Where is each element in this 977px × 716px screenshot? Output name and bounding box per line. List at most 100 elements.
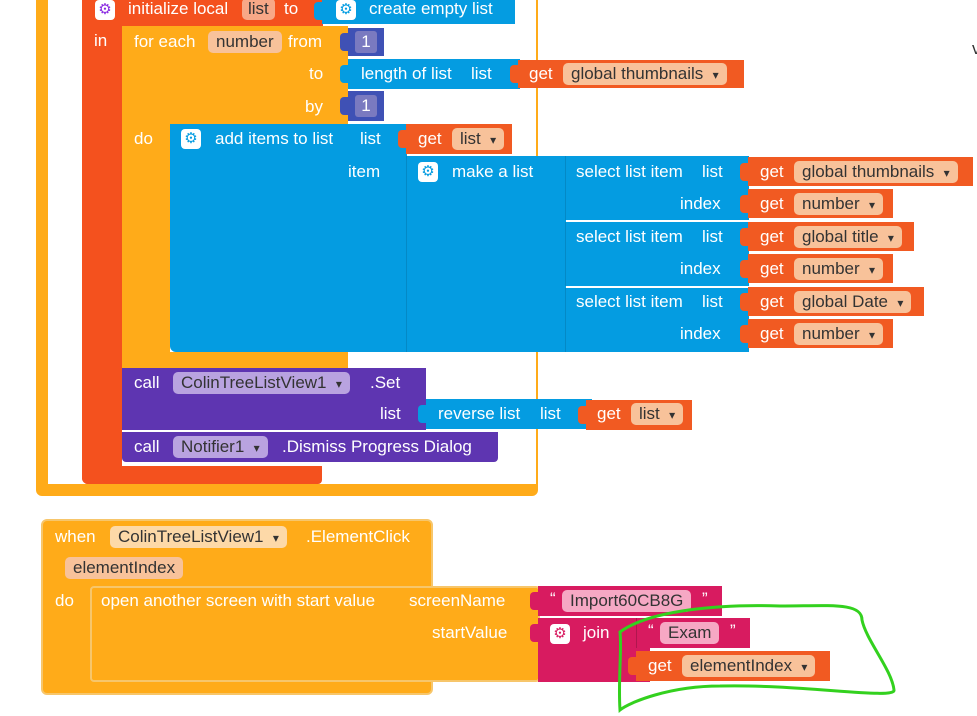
gear-icon[interactable]: ⚙ xyxy=(336,0,356,20)
set-label: .Set xyxy=(370,373,401,392)
when-label: when xyxy=(55,527,96,546)
for-each-label: for each xyxy=(134,32,196,51)
loop-var-name[interactable]: number xyxy=(208,31,282,53)
get-label: get xyxy=(760,292,784,311)
get-label: get xyxy=(760,227,784,246)
for-each-footer xyxy=(122,352,348,368)
socket-connector xyxy=(740,228,748,246)
add-items-to-list-block[interactable] xyxy=(170,124,407,352)
socket-connector xyxy=(340,65,348,83)
socket-connector xyxy=(530,592,538,610)
index-label: index xyxy=(680,259,721,278)
join-label: join xyxy=(583,623,610,642)
initialize-local-footer xyxy=(82,466,322,484)
gear-icon[interactable]: ⚙ xyxy=(95,0,115,20)
number-dropdown[interactable]: number xyxy=(794,323,883,345)
event-name-label: .ElementClick xyxy=(306,527,410,546)
initialize-local-body[interactable] xyxy=(82,0,122,484)
socket-connector xyxy=(740,163,748,181)
select-list-socket-label: list xyxy=(702,227,723,246)
get-label: get xyxy=(760,194,784,213)
open-quote-icon: “ xyxy=(648,621,654,640)
list-socket-label: list xyxy=(471,64,492,83)
screen-name-label: screenName xyxy=(409,591,506,610)
to-label: to xyxy=(284,0,299,18)
screen-name-value[interactable]: Import60CB8G xyxy=(562,590,692,612)
gear-icon[interactable]: ⚙ xyxy=(418,162,438,182)
global-title-dropdown[interactable]: global title xyxy=(794,226,902,248)
select-list-socket-label: list xyxy=(702,162,723,181)
element-index-dropdown[interactable]: elementIndex xyxy=(682,655,816,677)
socket-connector xyxy=(418,405,426,423)
initialize-local-label: initialize local xyxy=(128,0,229,18)
select-list-item-block-3[interactable] xyxy=(565,288,749,352)
select-list-item-label: select list item xyxy=(576,162,683,181)
close-quote-icon: ” xyxy=(730,621,736,640)
make-a-list-block[interactable] xyxy=(406,156,566,352)
get-label-3: get xyxy=(597,404,621,423)
get-label: get xyxy=(760,324,784,343)
index-label: index xyxy=(680,194,721,213)
do-label-2: do xyxy=(55,591,74,610)
get-label-2: get xyxy=(418,129,442,148)
notifier-dropdown[interactable]: Notifier1 xyxy=(173,436,268,458)
socket-connector xyxy=(510,65,518,83)
call-label-2: call xyxy=(134,437,160,456)
select-list-socket-label: list xyxy=(702,292,723,311)
select-list-item-block-1[interactable] xyxy=(565,156,749,220)
in-label: in xyxy=(94,31,108,50)
add-items-list-header xyxy=(170,124,396,154)
get-list-dropdown-2[interactable]: list xyxy=(631,403,684,425)
by-value[interactable]: 1 xyxy=(355,95,377,117)
component-dropdown[interactable]: ColinTreeListView1 xyxy=(173,372,350,394)
select-list-item-label: select list item xyxy=(576,292,683,311)
global-thumbnails-dropdown[interactable]: global thumbnails xyxy=(563,63,727,85)
select-list-item-block-2[interactable] xyxy=(565,222,749,286)
call-label: call xyxy=(134,373,160,392)
length-of-list-label: length of list xyxy=(361,64,452,83)
get-list-dropdown[interactable]: list xyxy=(452,128,505,150)
do-label: do xyxy=(134,129,153,148)
close-quote-icon: ” xyxy=(702,589,708,608)
get-label: get xyxy=(760,162,784,181)
gear-icon[interactable]: ⚙ xyxy=(550,624,570,644)
add-items-to-list-label: add items to list xyxy=(215,129,334,148)
socket-connector xyxy=(740,260,748,278)
from-value[interactable]: 1 xyxy=(355,31,377,53)
select-list-item-label: select list item xyxy=(576,227,683,246)
global-date-dropdown[interactable]: global Date xyxy=(794,291,912,313)
green-annotation-scribble xyxy=(617,604,896,713)
gear-icon[interactable]: ⚙ xyxy=(181,129,201,149)
from-label: from xyxy=(288,32,322,51)
reverse-list-block[interactable] xyxy=(426,399,592,429)
get-label-4: get xyxy=(648,656,672,675)
socket-connector xyxy=(340,33,348,51)
item-label: item xyxy=(348,162,381,181)
socket-connector xyxy=(578,406,586,424)
event-param[interactable]: elementIndex xyxy=(65,557,184,579)
index-label: index xyxy=(680,324,721,343)
get-label: get xyxy=(760,259,784,278)
make-a-list-label: make a list xyxy=(452,162,534,181)
to-label-2: to xyxy=(309,64,324,83)
by-label: by xyxy=(305,97,323,116)
number-dropdown[interactable]: number xyxy=(794,193,883,215)
socket-connector xyxy=(530,624,538,642)
for-each-left-arm xyxy=(122,26,170,366)
global-thumbnails-dropdown[interactable]: global thumbnails xyxy=(794,161,958,183)
truncated-right-glyph: v xyxy=(972,39,977,58)
event-component-dropdown[interactable]: ColinTreeListView1 xyxy=(110,526,287,548)
list-socket-label-3: list xyxy=(380,404,401,423)
local-var-name[interactable]: list xyxy=(242,0,275,20)
create-empty-list-label: create empty list xyxy=(369,0,493,18)
initialize-local-block[interactable] xyxy=(82,0,323,26)
exam-value[interactable]: Exam xyxy=(660,622,720,644)
socket-connector xyxy=(628,657,636,675)
length-of-list-block[interactable] xyxy=(348,59,520,89)
socket-connector xyxy=(398,130,406,148)
open-screen-block[interactable] xyxy=(90,586,540,682)
socket-connector xyxy=(740,293,748,311)
dismiss-label: .Dismiss Progress Dialog xyxy=(282,437,472,456)
socket-connector xyxy=(314,2,322,20)
number-dropdown[interactable]: number xyxy=(794,258,883,280)
